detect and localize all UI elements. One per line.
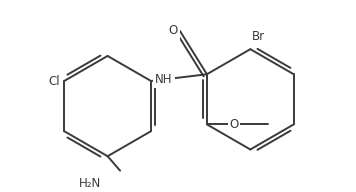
Text: NH: NH bbox=[155, 73, 172, 86]
Text: O: O bbox=[229, 118, 239, 131]
Text: Br: Br bbox=[252, 30, 265, 43]
Text: H₂N: H₂N bbox=[79, 177, 101, 190]
Text: O: O bbox=[169, 24, 178, 37]
Text: Cl: Cl bbox=[49, 74, 60, 88]
